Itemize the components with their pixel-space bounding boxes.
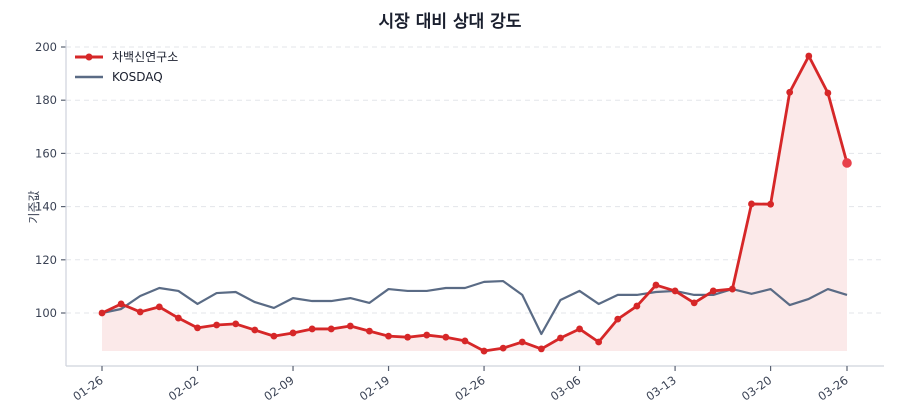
- x-tick-label: 02-02: [166, 373, 201, 404]
- y-tick-label: 120: [35, 253, 57, 267]
- data-point-marker[interactable]: [728, 285, 736, 293]
- legend-label: KOSDAQ: [112, 70, 163, 84]
- data-point-marker[interactable]: [518, 338, 526, 346]
- y-tick-label: 200: [35, 40, 57, 54]
- legend-item-kosdaq[interactable]: KOSDAQ: [75, 70, 163, 84]
- data-point-marker[interactable]: [232, 320, 240, 328]
- data-point-marker[interactable]: [213, 321, 221, 329]
- x-tick-label: 02-09: [261, 373, 296, 404]
- data-point-marker[interactable]: [690, 299, 698, 307]
- x-tick-label: 01-26: [70, 373, 105, 404]
- data-point-marker[interactable]: [671, 287, 679, 295]
- series-line-chabaek: [101, 54, 849, 353]
- data-point-marker[interactable]: [595, 338, 603, 346]
- data-point-marker[interactable]: [614, 315, 622, 323]
- x-tick-label: 03-06: [548, 373, 583, 404]
- series-lines: [98, 52, 852, 355]
- data-point-marker[interactable]: [633, 302, 641, 310]
- y-tick-label: 140: [35, 200, 57, 214]
- data-point-marker[interactable]: [346, 322, 354, 330]
- y-tick-label: 160: [35, 146, 57, 160]
- data-point-marker[interactable]: [652, 281, 660, 289]
- data-point-marker[interactable]: [289, 329, 297, 337]
- series-line-kosdaq: [101, 279, 848, 336]
- x-tick-label: 02-19: [357, 373, 392, 404]
- series-area-fill: [102, 56, 847, 352]
- data-point-marker[interactable]: [824, 89, 832, 97]
- data-point-marker[interactable]: [385, 332, 392, 340]
- data-point-marker[interactable]: [442, 333, 450, 341]
- data-point-marker[interactable]: [748, 200, 755, 208]
- data-point-marker[interactable]: [308, 325, 316, 333]
- data-point-marker[interactable]: [251, 326, 259, 334]
- data-point-marker[interactable]: [327, 325, 335, 333]
- x-tick-label: 03-26: [815, 373, 850, 404]
- data-point-marker[interactable]: [709, 287, 717, 295]
- data-point-marker[interactable]: [557, 334, 564, 342]
- x-tick-label: 03-20: [739, 373, 774, 404]
- x-tick-label: 03-13: [643, 373, 678, 404]
- y-tick-label: 100: [35, 306, 57, 320]
- data-point-marker[interactable]: [194, 324, 201, 332]
- grid-lines: [66, 46, 884, 314]
- y-axis-label: 기준값: [27, 190, 41, 223]
- data-point-marker[interactable]: [499, 344, 507, 352]
- data-point-marker[interactable]: [404, 333, 412, 341]
- data-point-marker[interactable]: [423, 331, 431, 339]
- chart-title: 시장 대비 상대 강도: [379, 12, 522, 32]
- data-point-marker[interactable]: [786, 88, 794, 96]
- data-point-marker[interactable]: [98, 309, 106, 317]
- data-point-marker[interactable]: [270, 332, 278, 340]
- data-point-marker[interactable]: [175, 314, 182, 322]
- data-point-marker[interactable]: [117, 300, 125, 308]
- legend-item-chabaek[interactable]: 차백신연구소: [75, 50, 178, 64]
- area-fill: [102, 56, 847, 352]
- data-point-marker[interactable]: [537, 345, 545, 353]
- data-point-marker[interactable]: [136, 308, 144, 316]
- legend-label: 차백신연구소: [112, 50, 178, 64]
- data-point-marker[interactable]: [480, 347, 488, 355]
- data-point-marker[interactable]: [366, 327, 373, 335]
- x-tick-label: 02-26: [452, 373, 487, 404]
- data-point-marker[interactable]: [576, 325, 583, 333]
- legend-marker-icon: [85, 53, 93, 61]
- legend: 차백신연구소 KOSDAQ: [75, 50, 178, 84]
- data-point-marker[interactable]: [461, 337, 469, 345]
- data-point-marker[interactable]: [767, 200, 774, 208]
- data-point-marker[interactable]: [842, 158, 852, 168]
- data-point-marker[interactable]: [155, 303, 163, 311]
- y-tick-label: 180: [35, 93, 57, 107]
- data-point-marker[interactable]: [805, 52, 813, 60]
